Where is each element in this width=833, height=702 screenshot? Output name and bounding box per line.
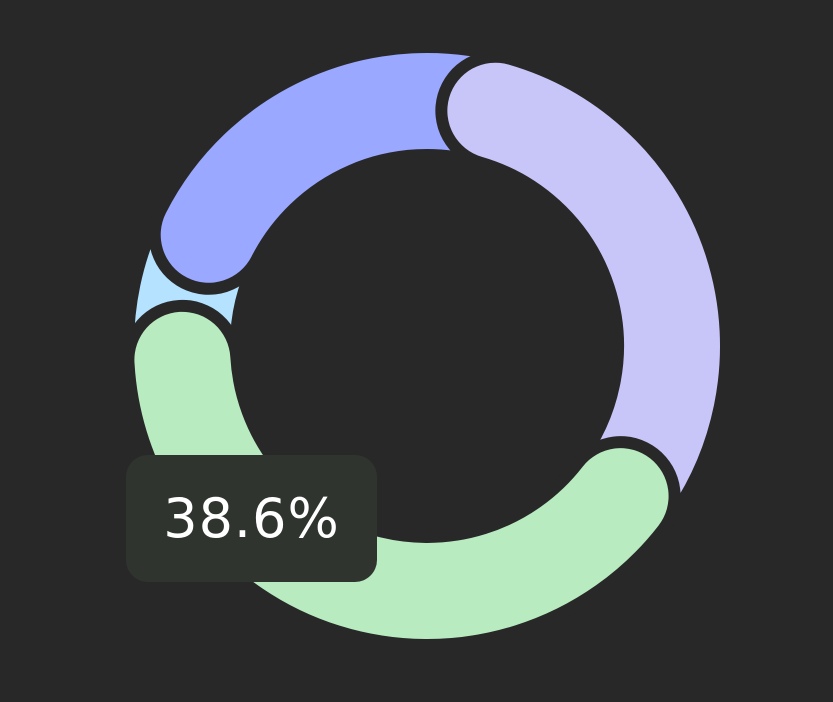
donut-slice-1[interactable] bbox=[447, 62, 720, 545]
slice-tooltip: 38.6% bbox=[126, 455, 377, 582]
tooltip-value: 38.6% bbox=[163, 487, 340, 550]
